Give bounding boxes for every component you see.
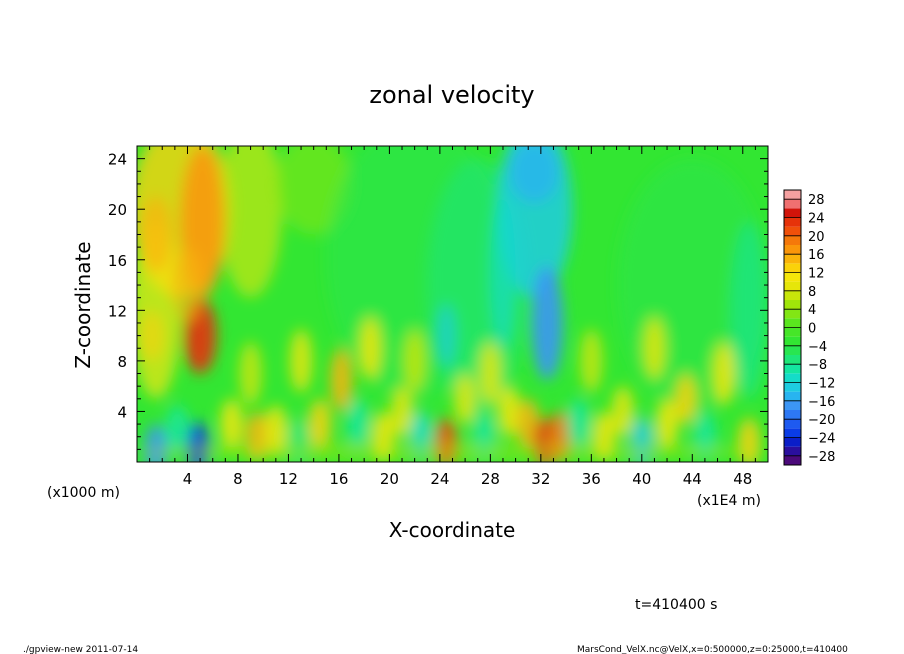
y-tick-label: 20 xyxy=(108,201,127,219)
footer-program: ./gpview-new 2011-07-14 xyxy=(23,645,138,654)
y-tick-label: 8 xyxy=(117,353,127,371)
colorbar-swatch xyxy=(784,290,801,300)
colorbar-swatch xyxy=(784,272,801,282)
colorbar-swatch xyxy=(784,355,801,365)
chart-title: zonal velocity xyxy=(369,81,534,109)
colorbar-swatch xyxy=(784,327,801,337)
colorbar-tick-label: 24 xyxy=(808,212,825,227)
footer-source: MarsCond_VelX.nc@VelX,x=0:500000,z=0:250… xyxy=(577,645,848,654)
colorbar-swatch xyxy=(784,245,801,255)
colorbar-swatch xyxy=(784,373,801,383)
x-tick-label: 16 xyxy=(329,470,348,488)
colorbar-swatch xyxy=(784,446,801,456)
colorbar-tick-label: 12 xyxy=(808,267,825,282)
colorbar-swatch xyxy=(784,235,801,245)
x-tick-label: 40 xyxy=(632,470,651,488)
colorbar-swatch xyxy=(784,309,801,319)
colorbar-swatch xyxy=(784,364,801,374)
time-label: t=410400 s xyxy=(635,597,717,613)
y-axis: 4 8 12 16 20 24 xyxy=(108,151,768,450)
y-tick-label: 24 xyxy=(108,151,127,169)
colorbar-swatch xyxy=(784,254,801,264)
heatmap-area xyxy=(137,146,768,462)
colorbar-swatch xyxy=(784,410,801,420)
x-tick-label: 12 xyxy=(279,470,298,488)
colorbar-swatch xyxy=(784,455,801,465)
x-tick-label: 32 xyxy=(531,470,550,488)
colorbar-swatch xyxy=(784,419,801,429)
colorbar-swatch xyxy=(784,190,801,200)
colorbar-tick-label: 20 xyxy=(808,230,825,245)
colorbar-swatch xyxy=(784,300,801,310)
colorbar-swatch xyxy=(784,400,801,410)
x-tick-label: 36 xyxy=(582,470,601,488)
x-tick-label: 24 xyxy=(430,470,449,488)
colorbar-swatch xyxy=(784,345,801,355)
colorbar-tick-label: −8 xyxy=(808,358,827,373)
colorbar-tick-label: −28 xyxy=(808,450,835,465)
y-tick-label: 12 xyxy=(108,302,127,320)
x-axis: 4 8 12 16 20 24 28 32 36 40 44 48 xyxy=(149,146,756,488)
colorbar-swatch xyxy=(784,281,801,291)
x-tick-label: 20 xyxy=(380,470,399,488)
x-unit-label: (x1E4 m) xyxy=(697,493,761,509)
colorbar-tick-label: −24 xyxy=(808,432,835,447)
x-tick-label: 48 xyxy=(733,470,752,488)
colorbar-tick-label: 4 xyxy=(808,303,816,318)
colorbar-tick-label: 16 xyxy=(808,248,825,263)
colorbar-tick-label: −12 xyxy=(808,377,835,392)
colorbar-swatch xyxy=(784,382,801,392)
colorbar-tick-label: 28 xyxy=(808,193,825,208)
colorbar-tick-label: −16 xyxy=(808,395,835,410)
colorbar-swatch xyxy=(784,318,801,328)
colorbar-swatch xyxy=(784,437,801,447)
x-tick-label: 8 xyxy=(233,470,243,488)
y-unit-label: (x1000 m) xyxy=(47,485,120,501)
x-tick-label: 44 xyxy=(683,470,702,488)
colorbar-tick-label: 0 xyxy=(808,322,816,337)
colorbar-swatch xyxy=(784,336,801,346)
colorbar-swatch xyxy=(784,391,801,401)
colorbar-tick-label: 8 xyxy=(808,285,816,300)
x-axis-label: X-coordinate xyxy=(389,518,516,542)
x-tick-label: 28 xyxy=(481,470,500,488)
x-tick-label: 4 xyxy=(183,470,193,488)
colorbar-swatch xyxy=(784,428,801,438)
colorbar: 28 24 20 16 12 8 4 0 −4 −8 −12 −16 −20 −24 −28 xyxy=(783,189,835,466)
y-axis-label: Z-coordinate xyxy=(71,241,95,368)
colorbar-swatch xyxy=(784,226,801,236)
colorbar-swatch xyxy=(784,208,801,218)
colorbar-swatch xyxy=(784,217,801,227)
y-tick-label: 4 xyxy=(117,403,127,421)
heatmap-field xyxy=(137,146,768,462)
colorbar-swatch xyxy=(784,199,801,209)
colorbar-swatch xyxy=(784,263,801,273)
y-tick-label: 16 xyxy=(108,252,127,270)
colorbar-tick-label: −4 xyxy=(808,340,827,355)
colorbar-tick-label: −20 xyxy=(808,413,835,428)
